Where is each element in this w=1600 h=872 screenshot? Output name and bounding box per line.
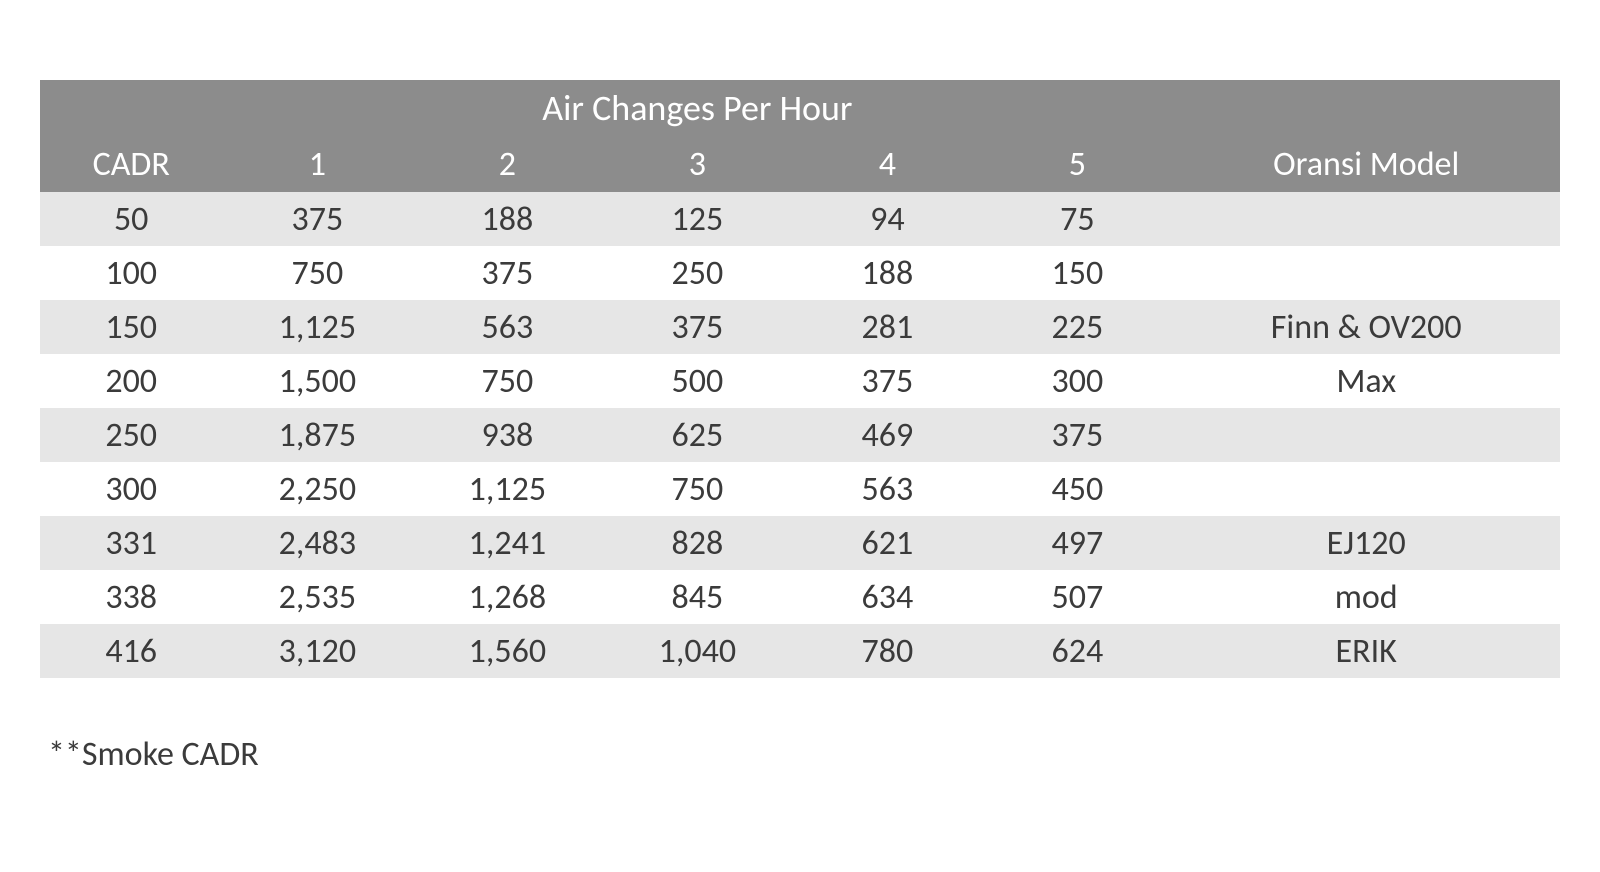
cell-ach3: 375 — [602, 300, 792, 354]
title-spacer-right — [1172, 80, 1560, 136]
cell-model — [1172, 192, 1560, 246]
cell-cadr: 338 — [40, 570, 222, 624]
cell-cadr: 200 — [40, 354, 222, 408]
cell-ach4: 281 — [792, 300, 982, 354]
cell-ach4: 621 — [792, 516, 982, 570]
col-header-1: 1 — [222, 136, 412, 192]
cell-ach2: 1,268 — [412, 570, 602, 624]
cell-ach4: 469 — [792, 408, 982, 462]
cell-model: ERIK — [1172, 624, 1560, 678]
cell-ach2: 1,560 — [412, 624, 602, 678]
cell-ach3: 500 — [602, 354, 792, 408]
cell-ach3: 1,040 — [602, 624, 792, 678]
cell-ach5: 75 — [982, 192, 1172, 246]
col-header-cadr: CADR — [40, 136, 222, 192]
cell-ach3: 250 — [602, 246, 792, 300]
cell-ach4: 188 — [792, 246, 982, 300]
table-row: 338 2,535 1,268 845 634 507 mod — [40, 570, 1560, 624]
cell-ach1: 2,483 — [222, 516, 412, 570]
cell-ach1: 1,875 — [222, 408, 412, 462]
cell-ach5: 624 — [982, 624, 1172, 678]
cell-ach2: 1,125 — [412, 462, 602, 516]
cell-model — [1172, 462, 1560, 516]
table-header-row: CADR 1 2 3 4 5 Oransi Model — [40, 136, 1560, 192]
table-row: 416 3,120 1,560 1,040 780 624 ERIK — [40, 624, 1560, 678]
cell-ach5: 375 — [982, 408, 1172, 462]
cell-ach4: 780 — [792, 624, 982, 678]
cell-ach2: 750 — [412, 354, 602, 408]
cell-ach5: 300 — [982, 354, 1172, 408]
col-header-3: 3 — [602, 136, 792, 192]
cell-model: Max — [1172, 354, 1560, 408]
title-spacer-left — [40, 80, 222, 136]
table-row: 100 750 375 250 188 150 — [40, 246, 1560, 300]
cell-ach1: 750 — [222, 246, 412, 300]
table-title-row: Air Changes Per Hour — [40, 80, 1560, 136]
cell-ach2: 563 — [412, 300, 602, 354]
cell-ach5: 507 — [982, 570, 1172, 624]
cell-ach2: 375 — [412, 246, 602, 300]
col-header-2: 2 — [412, 136, 602, 192]
table-row: 150 1,125 563 375 281 225 Finn & OV200 — [40, 300, 1560, 354]
table-row: 300 2,250 1,125 750 563 450 — [40, 462, 1560, 516]
cell-ach3: 845 — [602, 570, 792, 624]
cell-ach4: 375 — [792, 354, 982, 408]
cell-ach1: 2,250 — [222, 462, 412, 516]
cell-ach5: 225 — [982, 300, 1172, 354]
cell-ach4: 94 — [792, 192, 982, 246]
cell-ach1: 2,535 — [222, 570, 412, 624]
cell-ach1: 3,120 — [222, 624, 412, 678]
cell-ach2: 938 — [412, 408, 602, 462]
footnote: **Smoke CADR — [40, 734, 1560, 775]
table-row: 250 1,875 938 625 469 375 — [40, 408, 1560, 462]
table-row: 50 375 188 125 94 75 — [40, 192, 1560, 246]
cell-model: mod — [1172, 570, 1560, 624]
col-header-4: 4 — [792, 136, 982, 192]
cell-ach3: 625 — [602, 408, 792, 462]
cell-model — [1172, 408, 1560, 462]
cell-cadr: 331 — [40, 516, 222, 570]
cell-model: Finn & OV200 — [1172, 300, 1560, 354]
cell-cadr: 416 — [40, 624, 222, 678]
table-title: Air Changes Per Hour — [222, 80, 1172, 136]
cell-model — [1172, 246, 1560, 300]
page: Air Changes Per Hour CADR 1 2 3 4 5 Oran… — [0, 0, 1600, 775]
cell-ach4: 563 — [792, 462, 982, 516]
table-row: 331 2,483 1,241 828 621 497 EJ120 — [40, 516, 1560, 570]
table-row: 200 1,500 750 500 375 300 Max — [40, 354, 1560, 408]
cell-ach2: 188 — [412, 192, 602, 246]
cell-ach4: 634 — [792, 570, 982, 624]
col-header-model: Oransi Model — [1172, 136, 1560, 192]
cell-ach2: 1,241 — [412, 516, 602, 570]
cell-ach5: 497 — [982, 516, 1172, 570]
cell-ach1: 375 — [222, 192, 412, 246]
cell-model: EJ120 — [1172, 516, 1560, 570]
cell-ach1: 1,500 — [222, 354, 412, 408]
cell-cadr: 300 — [40, 462, 222, 516]
cell-cadr: 150 — [40, 300, 222, 354]
col-header-5: 5 — [982, 136, 1172, 192]
cell-cadr: 250 — [40, 408, 222, 462]
cell-ach3: 828 — [602, 516, 792, 570]
cell-cadr: 50 — [40, 192, 222, 246]
cell-cadr: 100 — [40, 246, 222, 300]
cell-ach3: 750 — [602, 462, 792, 516]
air-changes-table: Air Changes Per Hour CADR 1 2 3 4 5 Oran… — [40, 80, 1560, 678]
cell-ach5: 450 — [982, 462, 1172, 516]
cell-ach3: 125 — [602, 192, 792, 246]
cell-ach5: 150 — [982, 246, 1172, 300]
cell-ach1: 1,125 — [222, 300, 412, 354]
